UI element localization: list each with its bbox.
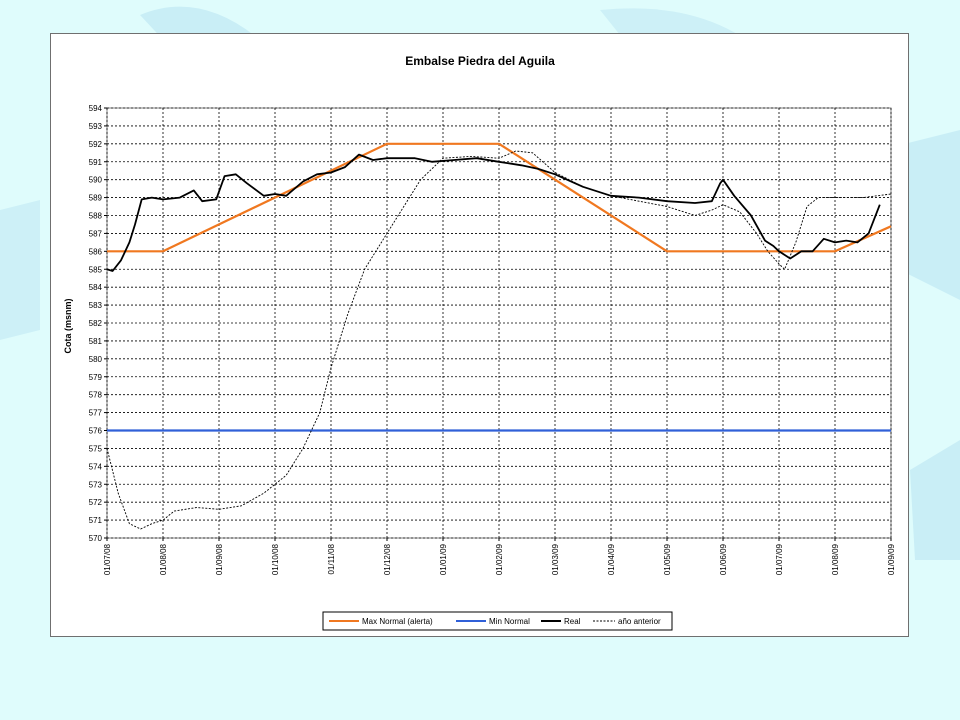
x-tick-label: 01/10/08 xyxy=(271,543,280,575)
legend-label: Real xyxy=(564,617,581,626)
y-tick-label: 584 xyxy=(89,283,103,292)
y-tick-label: 575 xyxy=(89,444,103,453)
x-tick-label: 01/08/09 xyxy=(831,543,840,575)
legend: Max Normal (alerta) Min Normal Real año ant… xyxy=(322,611,673,631)
x-tick-label: 01/05/09 xyxy=(663,543,672,575)
x-tick-label: 01/08/08 xyxy=(159,543,168,575)
legend-box xyxy=(322,611,673,631)
x-tick-label: 01/07/09 xyxy=(775,543,784,575)
legend-label: Max Normal (alerta) xyxy=(362,617,433,626)
y-tick-label: 573 xyxy=(89,480,103,489)
chart-title: Embalse Piedra del Aguila xyxy=(405,54,555,68)
y-tick-label: 571 xyxy=(89,516,103,525)
y-tick-label: 588 xyxy=(89,212,103,221)
y-tick-label: 590 xyxy=(89,176,103,185)
x-tick-label: 01/06/09 xyxy=(719,543,728,575)
chart-frame: Embalse Piedra del Aguila 570 571 572 573 57… xyxy=(50,33,909,637)
y-tick-label: 574 xyxy=(89,462,103,471)
y-tick-label: 577 xyxy=(89,409,103,418)
x-tick-label: 01/12/08 xyxy=(383,543,392,575)
y-tick-label: 586 xyxy=(89,247,103,256)
y-tick-label: 582 xyxy=(89,319,103,328)
y-tick-label: 585 xyxy=(89,265,103,274)
y-tick-label: 580 xyxy=(89,355,103,364)
series-line-max-normal-alerta- xyxy=(107,142,892,253)
y-tick-label: 591 xyxy=(89,158,103,167)
x-tick-label: 01/03/09 xyxy=(551,543,560,575)
chart: Embalse Piedra del Aguila 570 571 572 573 57… xyxy=(63,54,896,631)
series-line-año-anterior xyxy=(106,150,892,530)
y-tick-label: 576 xyxy=(89,427,103,436)
y-tick-label: 589 xyxy=(89,194,103,203)
series-line-real xyxy=(106,153,881,272)
x-tick-label: 01/09/08 xyxy=(215,543,224,575)
y-tick-label: 572 xyxy=(89,498,103,507)
y-tick-label: 581 xyxy=(89,337,103,346)
y-tick-label: 593 xyxy=(89,122,103,131)
y-tick-label: 587 xyxy=(89,229,103,238)
y-tick-label: 578 xyxy=(89,391,103,400)
x-tick-label: 01/01/09 xyxy=(439,543,448,575)
y-tick-label: 583 xyxy=(89,301,103,310)
x-tick-label: 01/07/08 xyxy=(103,543,112,575)
x-tick-label: 01/09/09 xyxy=(887,543,896,575)
legend-label: año anterior xyxy=(618,617,661,626)
y-tick-label: 592 xyxy=(89,140,103,149)
y-tick-label: 570 xyxy=(89,534,103,543)
x-tick-label: 01/11/08 xyxy=(327,543,336,574)
y-axis-label: Cota (msnm) xyxy=(63,298,73,353)
x-tick-label: 01/02/09 xyxy=(495,543,504,575)
y-tick-label: 594 xyxy=(89,104,103,113)
legend-label: Min Normal xyxy=(489,617,530,626)
x-tick-label: 01/04/09 xyxy=(607,543,616,575)
y-tick-label: 579 xyxy=(89,373,103,382)
